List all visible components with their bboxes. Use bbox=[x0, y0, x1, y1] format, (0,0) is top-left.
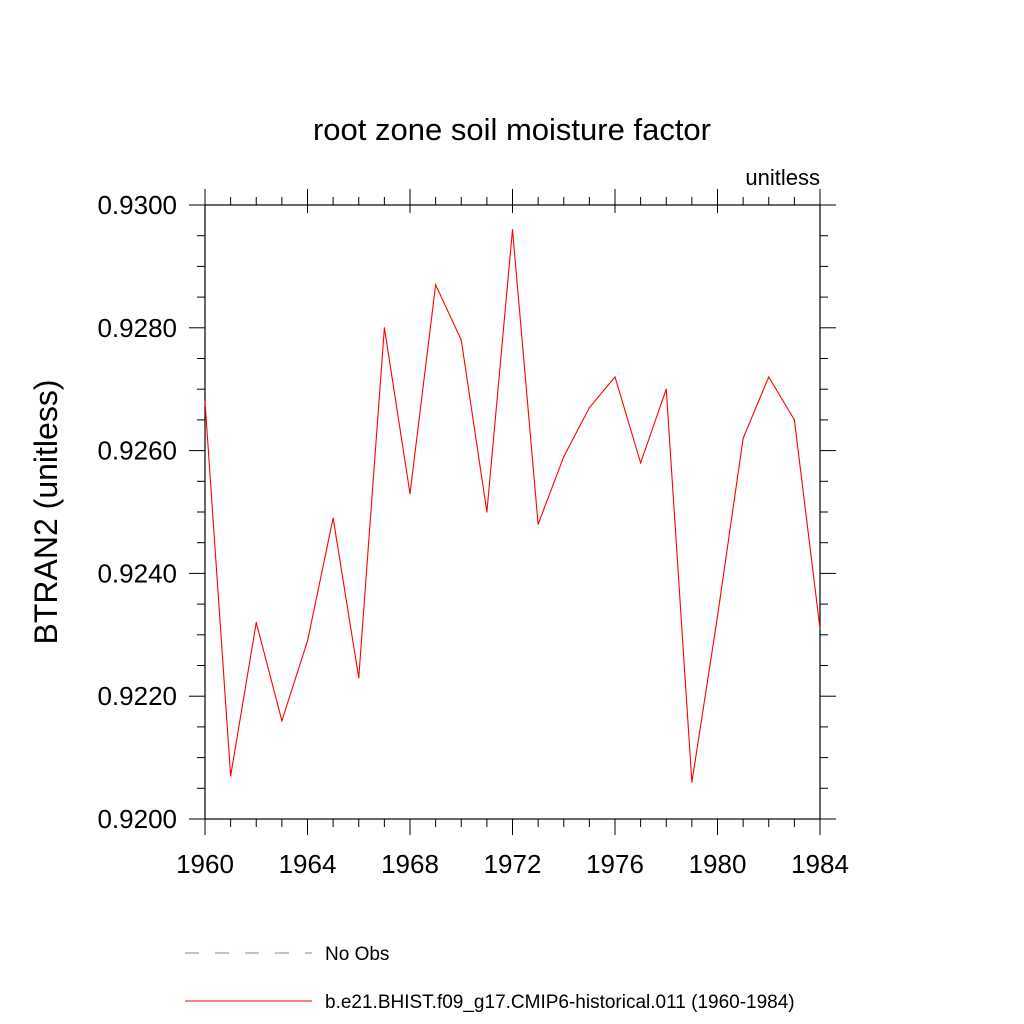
series-lines bbox=[204, 228, 821, 783]
legend: No Obs b.e21.BHIST.f09_g17.CMIP6-histori… bbox=[185, 944, 795, 1013]
x-tick-label: 1968 bbox=[381, 849, 439, 879]
y-tick-label: 0.9200 bbox=[97, 804, 177, 834]
series-line bbox=[204, 229, 821, 783]
axis-ticks: 1960 1964 1968 1972 1976 1980 1984 0.9200 0.9220… bbox=[97, 189, 849, 879]
data-point bbox=[588, 407, 590, 409]
y-tick-label: 0.9240 bbox=[97, 558, 177, 588]
data-point bbox=[460, 339, 462, 341]
data-point bbox=[358, 677, 360, 679]
data-point bbox=[716, 615, 719, 617]
x-tick-label: 1964 bbox=[279, 849, 337, 879]
data-point bbox=[486, 511, 488, 513]
data-point bbox=[230, 775, 232, 777]
data-point bbox=[819, 628, 821, 630]
data-point bbox=[435, 284, 437, 286]
data-point bbox=[409, 492, 411, 495]
y-tick-label: 0.9280 bbox=[97, 313, 177, 343]
data-point bbox=[742, 437, 744, 439]
data-point bbox=[306, 640, 309, 642]
data-point bbox=[281, 720, 283, 722]
y-tick-label: 0.9220 bbox=[97, 681, 177, 711]
plot-frame bbox=[204, 204, 821, 820]
data-point bbox=[332, 517, 334, 519]
legend-no-obs-label: No Obs bbox=[325, 944, 389, 965]
data-point bbox=[383, 327, 385, 329]
data-point bbox=[691, 781, 693, 783]
data-point bbox=[511, 228, 514, 231]
x-tick-label: 1976 bbox=[586, 849, 644, 879]
data-point bbox=[793, 419, 795, 421]
data-point bbox=[204, 400, 206, 403]
x-tick-label: 1972 bbox=[484, 849, 542, 879]
x-tick-label: 1960 bbox=[176, 849, 234, 879]
x-tick-label: 1980 bbox=[689, 849, 747, 879]
data-point bbox=[563, 456, 565, 458]
data-point bbox=[255, 621, 257, 624]
units-label: unitless bbox=[745, 165, 820, 190]
chart-title: root zone soil moisture factor bbox=[313, 112, 711, 147]
legend-series-label: b.e21.BHIST.f09_g17.CMIP6-historical.011… bbox=[325, 992, 795, 1013]
y-axis-label: BTRAN2 (unitless) bbox=[28, 380, 64, 645]
y-tick-label: 0.9260 bbox=[97, 436, 177, 466]
data-point bbox=[665, 388, 667, 390]
data-point bbox=[537, 523, 539, 525]
data-point bbox=[768, 376, 770, 378]
y-tick-label: 0.9300 bbox=[97, 190, 177, 220]
data-point bbox=[640, 462, 642, 464]
data-point bbox=[614, 376, 616, 378]
x-tick-label: 1984 bbox=[791, 849, 849, 879]
